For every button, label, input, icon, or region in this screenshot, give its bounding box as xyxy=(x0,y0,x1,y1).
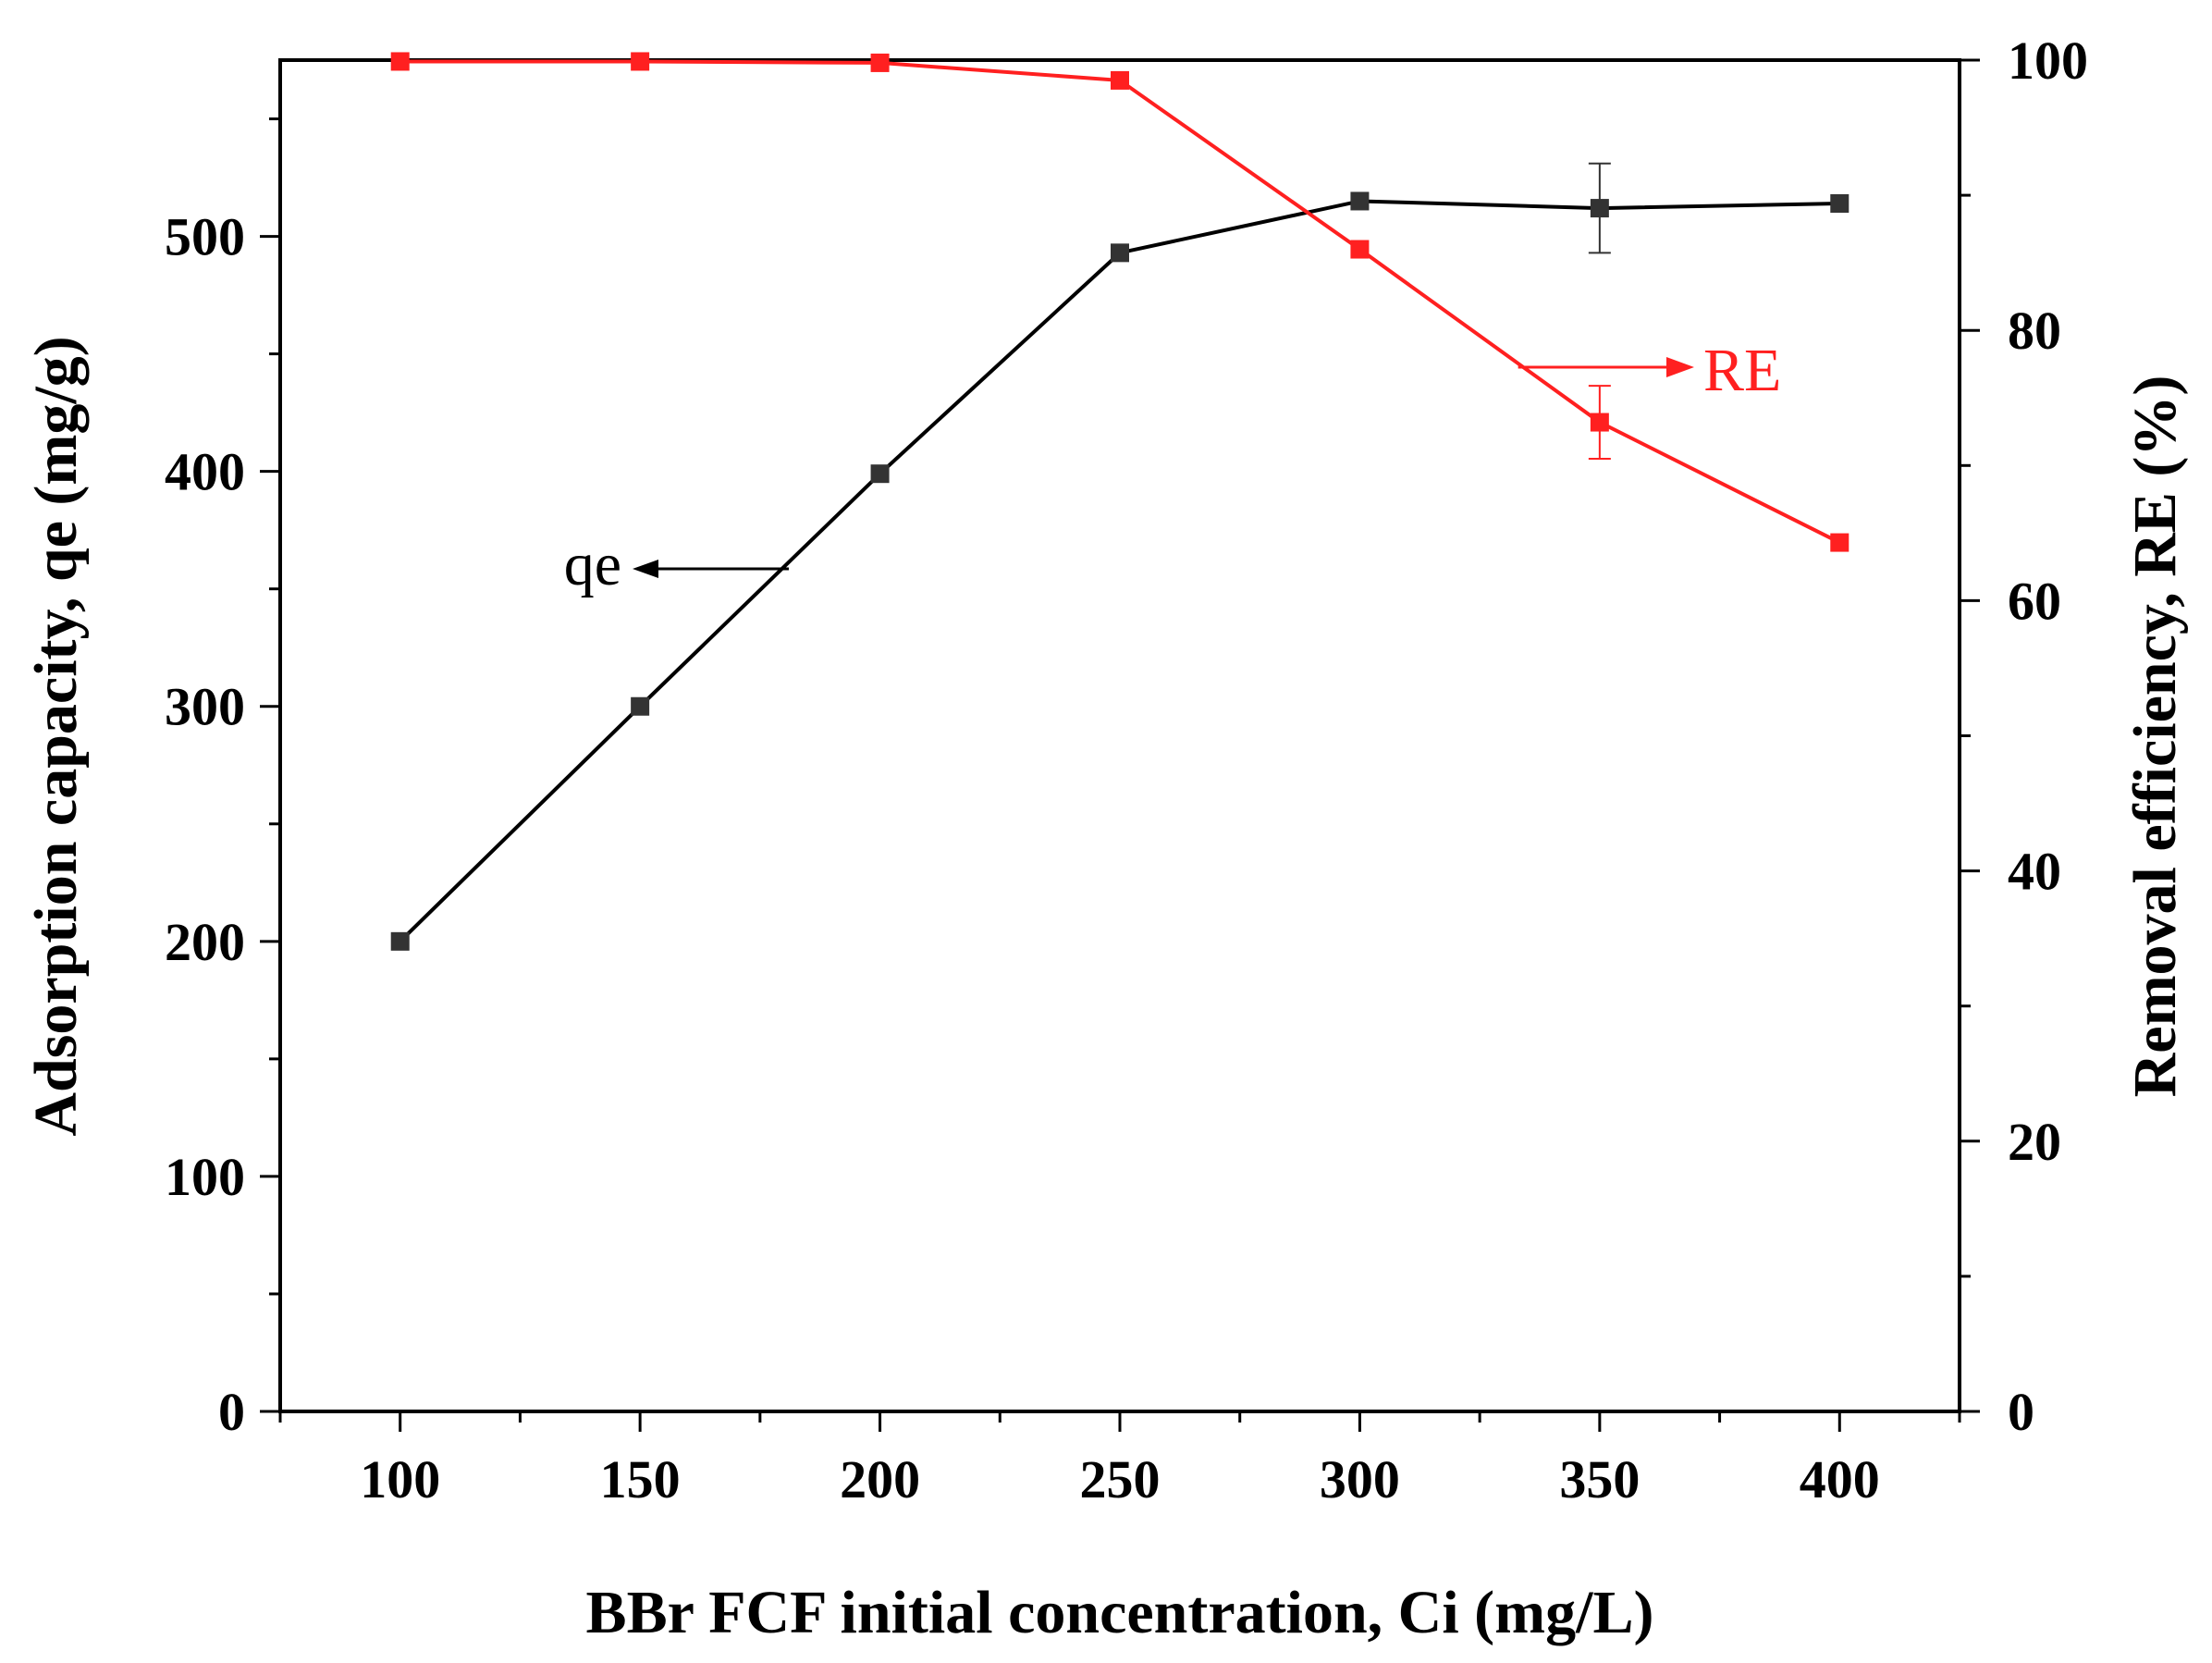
qe-arrow-head xyxy=(633,560,658,578)
x-tick-label: 250 xyxy=(1080,1449,1161,1509)
series-layer xyxy=(390,52,1849,951)
y-left-tick-label: 400 xyxy=(165,442,245,502)
x-axis-title: BBr FCF initial concentration, Ci (mg/L) xyxy=(586,1579,1654,1646)
data-point xyxy=(1830,193,1849,213)
y-left-tick-label: 100 xyxy=(165,1147,245,1207)
y-right-tick-label: 80 xyxy=(2008,301,2061,361)
x-tick-label: 350 xyxy=(1559,1449,1640,1509)
y-left-tick-label: 200 xyxy=(165,912,245,972)
y-right-tick-label: 100 xyxy=(2008,31,2088,91)
data-point xyxy=(870,464,890,484)
data-point xyxy=(1111,243,1129,263)
x-tick-label: 100 xyxy=(360,1449,440,1509)
series-qe xyxy=(390,162,1849,951)
data-point xyxy=(870,53,890,72)
x-tick-label: 300 xyxy=(1320,1449,1400,1509)
data-point xyxy=(1590,413,1609,432)
data-point xyxy=(631,52,650,71)
data-point xyxy=(1830,533,1849,552)
annotation-re: RE xyxy=(1703,337,1781,404)
y-axis-left-title: Adsorption capacity, qe (mg/g) xyxy=(22,336,90,1136)
data-point xyxy=(1111,70,1129,90)
y-right-tick-label: 0 xyxy=(2008,1382,2034,1442)
re-arrow-head xyxy=(1666,357,1694,377)
annotation-layer: qe RE xyxy=(564,337,1782,598)
plot-frame xyxy=(278,58,1961,1413)
data-point xyxy=(631,696,650,716)
y-right-tick-label: 60 xyxy=(2008,571,2061,631)
x-tick-label: 400 xyxy=(1800,1449,1880,1509)
x-tick-label: 200 xyxy=(840,1449,920,1509)
series-re xyxy=(390,52,1849,552)
y-left-tick-label: 0 xyxy=(218,1382,245,1442)
data-point xyxy=(1590,199,1609,218)
y-right-tick-label: 40 xyxy=(2008,842,2061,902)
y-left-tick-label: 500 xyxy=(165,207,245,267)
data-point xyxy=(1350,191,1370,211)
y-axis-right-title: Removal efficiency, RE (%) xyxy=(2121,376,2189,1098)
data-point xyxy=(390,52,410,71)
y-right-tick-label: 20 xyxy=(2008,1112,2061,1172)
y-left-tick-label: 300 xyxy=(165,677,245,737)
ticks xyxy=(260,58,1980,1432)
x-tick-label: 150 xyxy=(600,1449,681,1509)
series-re-line xyxy=(399,59,1841,545)
data-point xyxy=(390,931,410,951)
tick-labels: 100 150 200 250 300 350 400 0 100 200 300 400 500 0 20… xyxy=(165,31,2088,1509)
annotation-qe: qe xyxy=(564,531,621,598)
data-point xyxy=(1350,240,1370,259)
